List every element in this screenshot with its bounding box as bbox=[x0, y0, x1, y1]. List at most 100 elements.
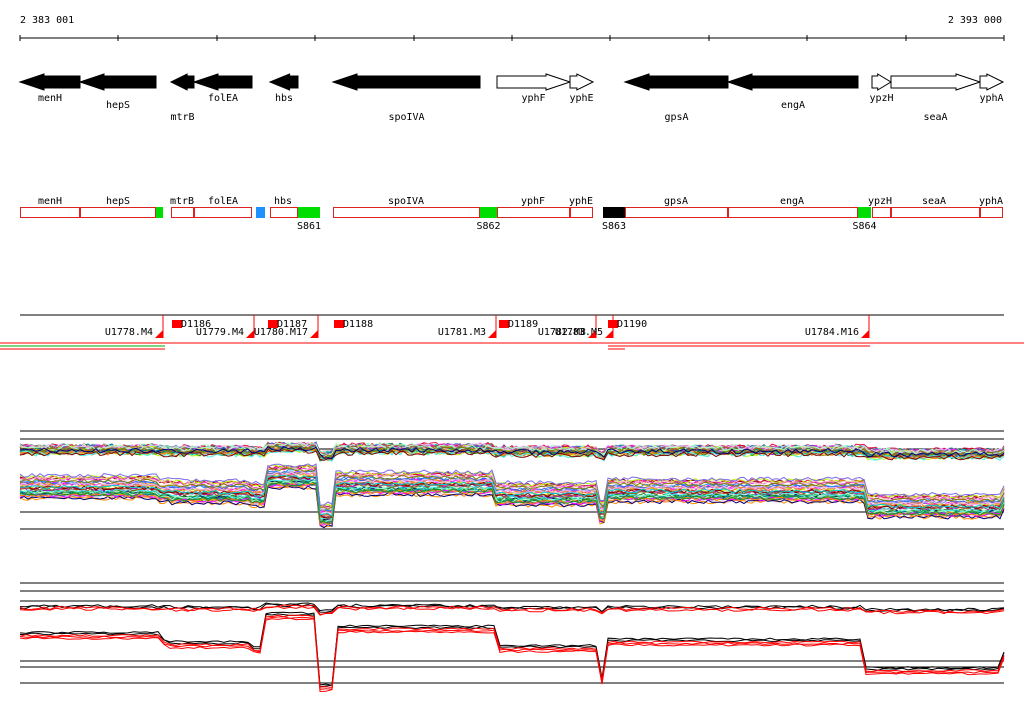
signal-box bbox=[156, 207, 163, 218]
signal-box bbox=[256, 207, 265, 218]
gene-label: spoIVA bbox=[388, 112, 424, 123]
orf-label: spoIVA bbox=[388, 196, 424, 207]
gene-arrow-yphA bbox=[979, 73, 1005, 91]
gene-label: yphE bbox=[569, 93, 593, 104]
upshift-label: U1782.M8 bbox=[538, 327, 586, 338]
summary-line-lower bbox=[19, 614, 1005, 689]
gene-arrow-folEA bbox=[192, 73, 253, 91]
signal-label: S862 bbox=[476, 221, 500, 232]
profile-line-lower bbox=[19, 467, 1005, 511]
shift-segmentation-track: D1186 D1187 D1188 D1189 D1190 U1778.M4 U1779.M… bbox=[0, 314, 1024, 350]
upshift-marker bbox=[310, 330, 318, 338]
upshift-label: U1781.M3 bbox=[438, 327, 486, 338]
gene-label: yphA bbox=[979, 93, 1003, 104]
summary-line-upper bbox=[19, 602, 1005, 613]
summary-line-upper bbox=[19, 606, 1005, 616]
orf-label: yphE bbox=[569, 196, 593, 207]
signal-label: S861 bbox=[297, 221, 321, 232]
signal-label: S864 bbox=[852, 221, 876, 232]
gene-arrow-spoIVA bbox=[331, 73, 481, 91]
orf-signal-track: menH hepS mtrB folEA hbs spoIVA yphF yphE gpsA en… bbox=[20, 196, 1003, 232]
orf-box-mtrB bbox=[171, 207, 194, 218]
orf-label: mtrB bbox=[170, 196, 194, 207]
signal-box bbox=[298, 207, 320, 218]
gene-label: folEA bbox=[208, 93, 238, 104]
profile-line-lower bbox=[19, 466, 1005, 510]
orf-label: ypzH bbox=[868, 196, 892, 207]
gene-label: hbs bbox=[275, 93, 293, 104]
orf-label: seaA bbox=[922, 196, 946, 207]
upshift-marker bbox=[588, 330, 596, 338]
upshift-label: U1780.M17 bbox=[254, 327, 308, 338]
expression-profile-panel-summary bbox=[19, 582, 1005, 693]
gene-arrow-engA bbox=[726, 73, 859, 91]
gene-label: gpsA bbox=[664, 112, 688, 123]
upshift-label: U1778.M4 bbox=[105, 327, 153, 338]
gene-arrow-gpsA bbox=[623, 73, 729, 91]
expression-profile-lines bbox=[19, 440, 1005, 529]
signal-box bbox=[858, 207, 871, 218]
orf-box-yphA bbox=[980, 207, 1003, 218]
orf-boxes bbox=[20, 207, 1003, 218]
upshift-marker bbox=[155, 330, 163, 338]
gene-arrow-menH bbox=[18, 73, 81, 91]
profile-line-upper bbox=[19, 442, 1005, 456]
upshift-marker bbox=[488, 330, 496, 338]
orf-box-menH bbox=[20, 207, 80, 218]
profile-line-lower bbox=[19, 463, 1005, 506]
profile-line-upper bbox=[19, 448, 1005, 461]
summary-profile-lines bbox=[19, 602, 1005, 693]
upshift-marker bbox=[861, 330, 869, 338]
orf-box-yphF bbox=[497, 207, 570, 218]
profile-line-upper bbox=[19, 442, 1005, 457]
downshift-label: D1190 bbox=[617, 319, 647, 330]
gene-arrow-mtrB bbox=[169, 73, 195, 91]
orf-label: yphF bbox=[521, 196, 545, 207]
profile-line-lower bbox=[19, 481, 1005, 524]
gene-annotation-track: menH hepS mtrB folEA hbs spoIVA yphF yphE gpsA en… bbox=[18, 73, 1005, 123]
downshift-marker bbox=[334, 320, 344, 328]
orf-label: engA bbox=[780, 196, 804, 207]
orf-label: hbs bbox=[274, 196, 292, 207]
coordinate-ruler: 2 383 001 2 393 000 bbox=[19, 15, 1005, 41]
gene-label: engA bbox=[781, 100, 805, 111]
profile-line-upper bbox=[19, 445, 1005, 460]
gene-arrow-hepS bbox=[78, 73, 157, 91]
upshift-marker bbox=[246, 330, 254, 338]
upshift-marker bbox=[605, 330, 613, 338]
gene-arrow-yphE bbox=[569, 73, 595, 91]
orf-box-hbs bbox=[270, 207, 298, 218]
profile-line-lower bbox=[19, 471, 1005, 515]
downshift-marker bbox=[172, 320, 182, 328]
segment-lines bbox=[0, 342, 1024, 350]
orf-label: gpsA bbox=[664, 196, 688, 207]
orf-box-gpsA bbox=[625, 207, 728, 218]
upshift-label: U1784.M16 bbox=[805, 327, 859, 338]
orf-box-folEA bbox=[194, 207, 252, 218]
orf-box-ypzH bbox=[872, 207, 891, 218]
gene-label: yphF bbox=[521, 93, 545, 104]
orf-box-yphE bbox=[570, 207, 593, 218]
ruler-ticks bbox=[19, 35, 1005, 41]
downshift-label: D1188 bbox=[343, 319, 373, 330]
upshift-label: U1783.M5 bbox=[555, 327, 603, 338]
gene-label: seaA bbox=[923, 112, 947, 123]
downshift-marker bbox=[499, 320, 509, 328]
downshift-label: D1189 bbox=[508, 319, 538, 330]
downshift-label: D1187 bbox=[277, 319, 307, 330]
expression-profile-panel-multi bbox=[19, 430, 1005, 530]
signal-box bbox=[480, 207, 497, 218]
signal-box bbox=[603, 207, 625, 218]
downshift-label: D1186 bbox=[181, 319, 211, 330]
summary-line-lower bbox=[19, 617, 1005, 693]
orf-box-spoIVA bbox=[333, 207, 480, 218]
signal-label: S863 bbox=[602, 221, 626, 232]
orf-box-hepS bbox=[80, 207, 156, 218]
summary-line-lower bbox=[19, 616, 1005, 690]
orf-label: hepS bbox=[106, 196, 130, 207]
upshift-label: U1779.M4 bbox=[196, 327, 244, 338]
profile-line-upper bbox=[19, 445, 1005, 460]
gene-label: menH bbox=[38, 93, 62, 104]
downshift-marker bbox=[268, 320, 278, 328]
